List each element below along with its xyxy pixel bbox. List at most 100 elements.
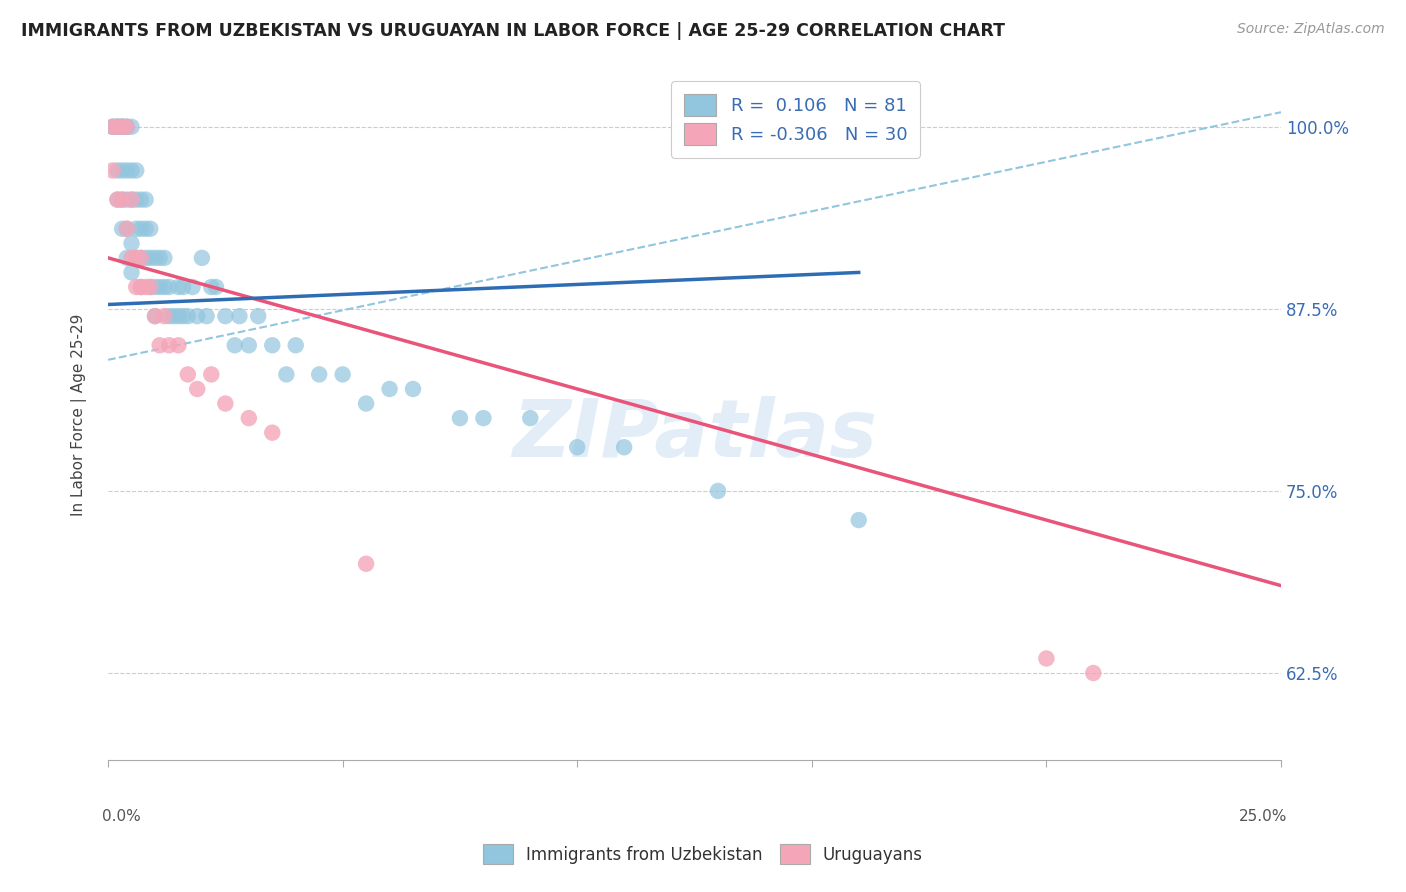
Point	[172, 309, 194, 323]
Point	[115, 120, 138, 134]
Point	[224, 338, 246, 352]
Point	[143, 309, 166, 323]
Point	[195, 309, 218, 323]
Point	[472, 411, 495, 425]
Point	[125, 251, 148, 265]
Point	[247, 309, 270, 323]
Point	[125, 280, 148, 294]
Point	[157, 338, 180, 352]
Point	[181, 280, 204, 294]
Point	[149, 251, 172, 265]
Point	[143, 280, 166, 294]
Point	[200, 280, 222, 294]
Point	[107, 120, 129, 134]
Point	[186, 382, 208, 396]
Point	[129, 193, 152, 207]
Point	[1035, 651, 1057, 665]
Point	[143, 251, 166, 265]
Point	[111, 120, 134, 134]
Point	[107, 193, 129, 207]
Point	[707, 483, 730, 498]
Point	[177, 309, 200, 323]
Point	[107, 120, 129, 134]
Point	[121, 236, 143, 251]
Point	[107, 120, 129, 134]
Point	[205, 280, 228, 294]
Point	[848, 513, 870, 527]
Point	[143, 309, 166, 323]
Point	[135, 221, 157, 235]
Point	[191, 251, 214, 265]
Point	[115, 120, 138, 134]
Point	[111, 120, 134, 134]
Point	[153, 251, 176, 265]
Point	[214, 309, 236, 323]
Text: 0.0%: 0.0%	[103, 809, 141, 824]
Point	[167, 309, 190, 323]
Point	[172, 280, 194, 294]
Point	[332, 368, 354, 382]
Point	[129, 251, 152, 265]
Point	[284, 338, 307, 352]
Point	[125, 221, 148, 235]
Point	[354, 557, 377, 571]
Point	[378, 382, 401, 396]
Point	[135, 280, 157, 294]
Point	[121, 193, 143, 207]
Point	[149, 338, 172, 352]
Point	[107, 120, 129, 134]
Point	[129, 280, 152, 294]
Point	[115, 120, 138, 134]
Point	[186, 309, 208, 323]
Point	[125, 163, 148, 178]
Point	[238, 411, 260, 425]
Point	[228, 309, 250, 323]
Point	[107, 163, 129, 178]
Point	[101, 120, 124, 134]
Point	[129, 251, 152, 265]
Point	[262, 338, 284, 352]
Point	[111, 163, 134, 178]
Point	[135, 251, 157, 265]
Point	[115, 221, 138, 235]
Point	[139, 280, 162, 294]
Point	[111, 221, 134, 235]
Point	[107, 120, 129, 134]
Point	[121, 251, 143, 265]
Point	[276, 368, 298, 382]
Point	[177, 368, 200, 382]
Point	[519, 411, 541, 425]
Point	[111, 120, 134, 134]
Point	[115, 221, 138, 235]
Point	[121, 120, 143, 134]
Point	[449, 411, 471, 425]
Point	[200, 368, 222, 382]
Point	[129, 280, 152, 294]
Point	[153, 309, 176, 323]
Y-axis label: In Labor Force | Age 25-29: In Labor Force | Age 25-29	[72, 313, 87, 516]
Point	[111, 193, 134, 207]
Point	[101, 120, 124, 134]
Point	[129, 221, 152, 235]
Point	[115, 193, 138, 207]
Point	[107, 193, 129, 207]
Point	[115, 251, 138, 265]
Point	[111, 120, 134, 134]
Text: Source: ZipAtlas.com: Source: ZipAtlas.com	[1237, 22, 1385, 37]
Legend: R =  0.106   N = 81, R = -0.306   N = 30: R = 0.106 N = 81, R = -0.306 N = 30	[671, 81, 920, 158]
Point	[139, 251, 162, 265]
Point	[354, 396, 377, 410]
Point	[139, 280, 162, 294]
Legend: Immigrants from Uzbekistan, Uruguayans: Immigrants from Uzbekistan, Uruguayans	[477, 838, 929, 871]
Point	[135, 193, 157, 207]
Point	[262, 425, 284, 440]
Text: ZIPatlas: ZIPatlas	[512, 396, 877, 475]
Point	[125, 251, 148, 265]
Point	[1083, 665, 1105, 680]
Point	[157, 309, 180, 323]
Point	[101, 163, 124, 178]
Point	[308, 368, 330, 382]
Point	[214, 396, 236, 410]
Point	[121, 193, 143, 207]
Point	[613, 440, 636, 454]
